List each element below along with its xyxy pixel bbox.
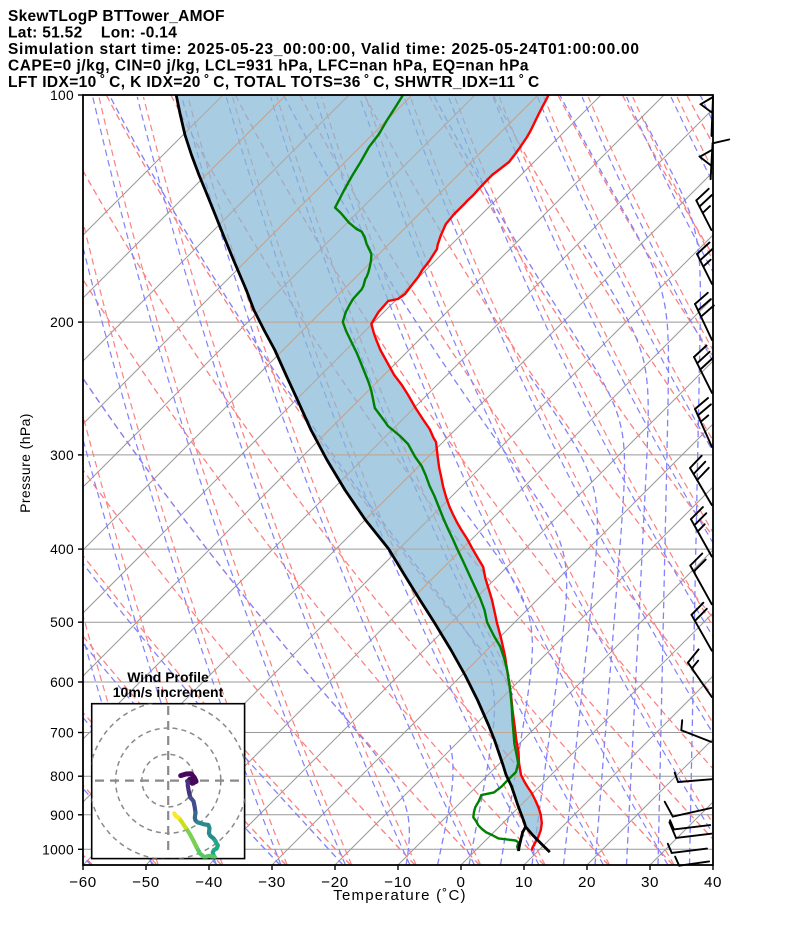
svg-text:−10: −10 (384, 874, 411, 891)
svg-text:200: 200 (50, 315, 74, 330)
svg-text:30: 30 (641, 874, 659, 891)
svg-text:Temperature (˚C): Temperature (˚C) (333, 887, 466, 904)
svg-text:0: 0 (457, 874, 466, 891)
svg-text:500: 500 (50, 615, 74, 630)
svg-text:20: 20 (578, 874, 596, 891)
svg-text:10: 10 (515, 874, 533, 891)
svg-text:300: 300 (50, 448, 74, 463)
svg-text:10m/s increment: 10m/s increment (113, 684, 224, 700)
svg-text:−40: −40 (195, 874, 222, 891)
svg-text:−30: −30 (258, 874, 285, 891)
svg-text:800: 800 (50, 769, 74, 784)
svg-text:−50: −50 (132, 874, 159, 891)
svg-text:100: 100 (50, 88, 74, 103)
svg-text:40: 40 (704, 874, 722, 891)
svg-text:900: 900 (50, 808, 74, 823)
svg-text:LFT IDX=10 ˚ C, K IDX=20 ˚ C,: LFT IDX=10 ˚ C, K IDX=20 ˚ C, TOTAL TOTS… (8, 74, 540, 91)
svg-text:Lat: 51.52 Lon: -0.14: Lat: 51.52 Lon: -0.14 (8, 24, 177, 41)
svg-text:1000: 1000 (42, 842, 74, 857)
svg-text:CAPE=0 j/kg, CIN=0 j/kg, LCL=9: CAPE=0 j/kg, CIN=0 j/kg, LCL=931 hPa, LF… (8, 57, 529, 74)
svg-text:Pressure (hPa): Pressure (hPa) (17, 413, 33, 513)
svg-text:−20: −20 (321, 874, 348, 891)
svg-text:Simulation start time: 2025-05: Simulation start time: 2025-05-23_00:00:… (8, 41, 640, 58)
svg-text:700: 700 (50, 726, 74, 741)
svg-text:SkewTLogP BTTower_AMOF: SkewTLogP BTTower_AMOF (8, 8, 225, 25)
svg-text:−60: −60 (69, 874, 96, 891)
svg-text:400: 400 (50, 542, 74, 557)
svg-text:Wind Profile: Wind Profile (127, 669, 209, 685)
svg-text:600: 600 (50, 675, 74, 690)
